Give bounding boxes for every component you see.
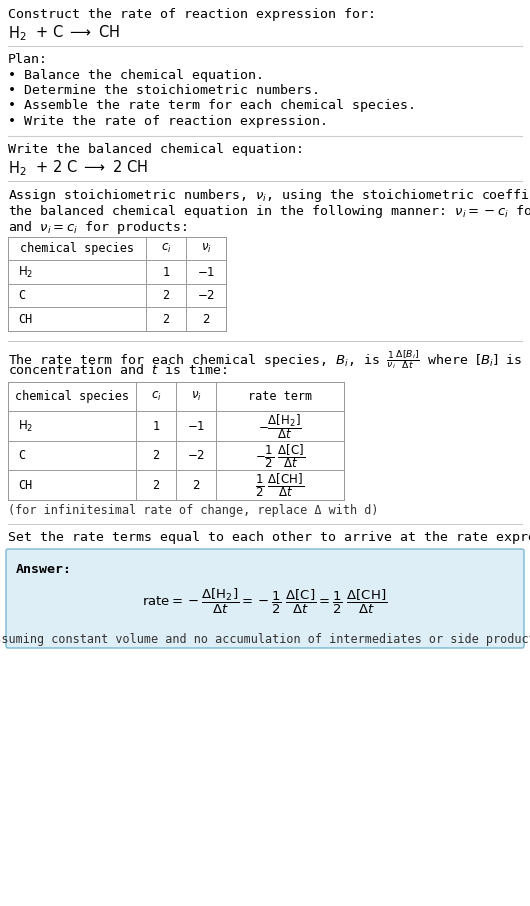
Text: $\nu_i$: $\nu_i$ — [200, 242, 211, 255]
Bar — [8, 382, 344, 500]
Text: $\mathrm{H_2}$: $\mathrm{H_2}$ — [18, 265, 33, 280]
Text: $\mathrm{rate} = -\dfrac{\Delta[\mathrm{H_2}]}{\Delta t} = -\dfrac{1}{2}\ \dfrac: $\mathrm{rate} = -\dfrac{\Delta[\mathrm{… — [143, 586, 387, 615]
Text: and $\nu_i = c_i$ for products:: and $\nu_i = c_i$ for products: — [8, 218, 187, 236]
Text: Write the balanced chemical equation:: Write the balanced chemical equation: — [8, 142, 304, 156]
Text: CH: CH — [18, 478, 32, 492]
Text: 2: 2 — [162, 289, 170, 303]
Text: $-\dfrac{1}{2}\ \dfrac{\Delta[\mathrm{C}]}{\Delta t}$: $-\dfrac{1}{2}\ \dfrac{\Delta[\mathrm{C}… — [255, 442, 305, 469]
Text: $-2$: $-2$ — [187, 449, 205, 462]
Text: $\dfrac{1}{2}\ \dfrac{\Delta[\mathrm{CH}]}{\Delta t}$: $\dfrac{1}{2}\ \dfrac{\Delta[\mathrm{CH}… — [255, 471, 305, 499]
Text: $+ \ 2 \ \mathrm{C} \ \longrightarrow \ 2 \ \mathrm{CH}$: $+ \ 2 \ \mathrm{C} \ \longrightarrow \ … — [35, 159, 148, 175]
Text: concentration and $t$ is time:: concentration and $t$ is time: — [8, 363, 227, 378]
Text: $2$: $2$ — [202, 313, 210, 326]
Text: C: C — [18, 449, 25, 462]
Text: The rate term for each chemical species, $B_i$, is $\frac{1}{\nu_i}\frac{\Delta[: The rate term for each chemical species,… — [8, 348, 530, 371]
Text: 2: 2 — [162, 313, 170, 326]
Text: Assign stoichiometric numbers, $\nu_i$, using the stoichiometric coefficients, $: Assign stoichiometric numbers, $\nu_i$, … — [8, 188, 530, 205]
Text: $-2$: $-2$ — [197, 289, 215, 303]
Text: 1: 1 — [153, 419, 160, 433]
Text: Construct the rate of reaction expression for:: Construct the rate of reaction expressio… — [8, 8, 376, 21]
FancyBboxPatch shape — [6, 549, 524, 648]
Text: $+ \ \mathrm{C} \ \longrightarrow \ \mathrm{CH}$: $+ \ \mathrm{C} \ \longrightarrow \ \mat… — [35, 24, 120, 41]
Text: 2: 2 — [153, 478, 160, 492]
Text: $-1$: $-1$ — [187, 419, 205, 433]
Text: $\mathrm{H_2}$: $\mathrm{H_2}$ — [8, 24, 26, 43]
Text: • Assemble the rate term for each chemical species.: • Assemble the rate term for each chemic… — [8, 100, 416, 112]
Text: chemical species: chemical species — [20, 242, 134, 255]
Text: the balanced chemical equation in the following manner: $\nu_i = -c_i$ for react: the balanced chemical equation in the fo… — [8, 203, 530, 220]
Text: (for infinitesimal rate of change, replace Δ with d): (for infinitesimal rate of change, repla… — [8, 504, 378, 517]
Text: • Balance the chemical equation.: • Balance the chemical equation. — [8, 69, 264, 82]
Text: rate term: rate term — [248, 390, 312, 403]
Text: $-1$: $-1$ — [197, 265, 215, 279]
Text: $2$: $2$ — [192, 478, 200, 492]
Text: • Determine the stoichiometric numbers.: • Determine the stoichiometric numbers. — [8, 84, 320, 97]
Text: Plan:: Plan: — [8, 53, 48, 66]
Text: (assuming constant volume and no accumulation of intermediates or side products): (assuming constant volume and no accumul… — [0, 633, 530, 646]
Text: $c_i$: $c_i$ — [151, 390, 161, 403]
Text: 2: 2 — [153, 449, 160, 462]
Text: $\mathrm{H_2}$: $\mathrm{H_2}$ — [18, 419, 33, 434]
Text: $\mathrm{H_2}$: $\mathrm{H_2}$ — [8, 159, 26, 178]
Text: CH: CH — [18, 313, 32, 326]
Text: chemical species: chemical species — [15, 390, 129, 403]
Text: $c_i$: $c_i$ — [161, 242, 171, 255]
Text: 1: 1 — [162, 265, 170, 279]
Text: $-\dfrac{\Delta[\mathrm{H_2}]}{\Delta t}$: $-\dfrac{\Delta[\mathrm{H_2}]}{\Delta t}… — [258, 412, 302, 440]
Text: C: C — [18, 289, 25, 303]
Bar — [8, 237, 226, 331]
Text: Answer:: Answer: — [16, 563, 72, 576]
Text: • Write the rate of reaction expression.: • Write the rate of reaction expression. — [8, 115, 328, 128]
Text: $\nu_i$: $\nu_i$ — [191, 390, 201, 403]
Text: Set the rate terms equal to each other to arrive at the rate expression:: Set the rate terms equal to each other t… — [8, 532, 530, 545]
